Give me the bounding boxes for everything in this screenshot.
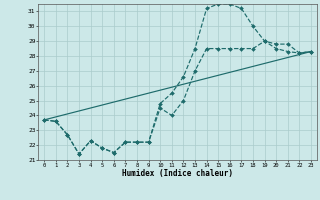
X-axis label: Humidex (Indice chaleur): Humidex (Indice chaleur): [122, 169, 233, 178]
